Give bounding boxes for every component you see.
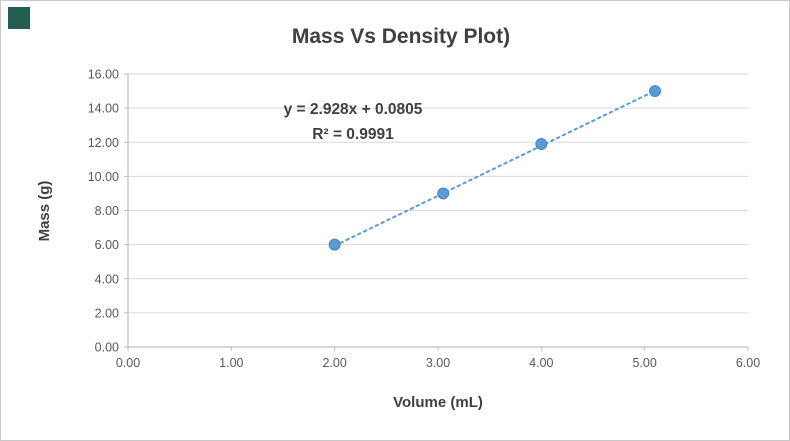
data-point [649,85,661,98]
y-tick-label: 6.00 [95,238,119,252]
trendline-equation: y = 2.928x + 0.0805 [284,101,423,118]
r-squared-label: R² = 0.9991 [312,126,394,143]
tick-labels: 0.00 1.00 2.00 3.00 4.00 5.00 6.00 0.00 2.00 4.00… [88,68,760,371]
corner-accent [8,7,30,29]
data-point [437,187,450,200]
y-axis-title: Mass (g) [36,181,53,242]
x-axis-title: Volume (mL) [393,394,483,411]
data-points [328,85,661,251]
y-tick-label: 0.00 [95,341,119,355]
y-tick-label: 2.00 [95,306,119,320]
gridlines [128,73,748,348]
y-tick-label: 8.00 [95,204,119,218]
x-tick-label: 3.00 [426,356,450,370]
x-tick-label: 5.00 [632,356,656,370]
x-tick-label: 4.00 [529,356,553,370]
y-tick-label: 12.00 [88,136,119,150]
y-tick-label: 14.00 [88,102,119,116]
y-tick-label: 16.00 [88,68,119,82]
corner-accent-square [8,7,30,29]
y-tick-label: 10.00 [88,170,119,184]
x-tick-label: 6.00 [736,356,760,370]
trendline [333,88,659,247]
data-point [535,137,548,150]
axes [124,73,749,351]
x-tick-label: 1.00 [219,356,243,370]
data-point [328,238,341,251]
x-tick-label: 0.00 [116,356,140,370]
y-tick-label: 4.00 [95,272,119,286]
chart-title: Mass Vs Density Plot) [292,25,510,48]
x-tick-label: 2.00 [322,356,346,370]
trendline-path [333,88,659,247]
